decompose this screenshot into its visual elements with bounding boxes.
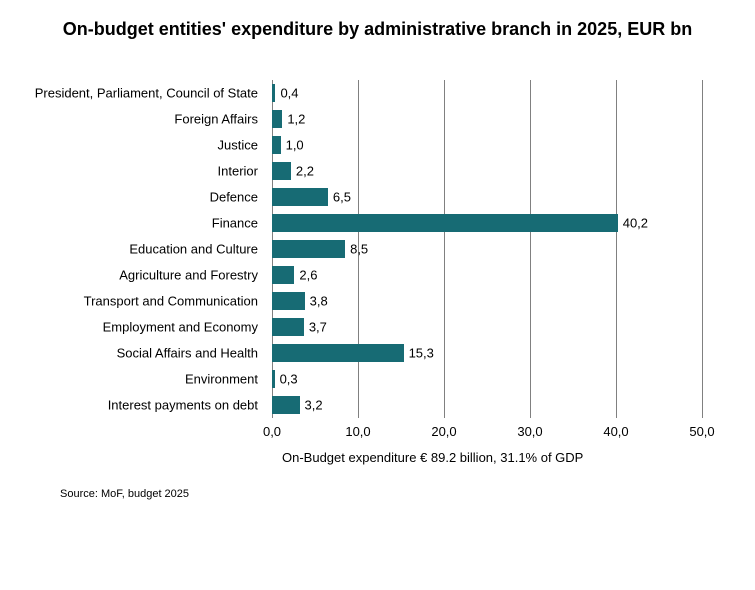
category-label: Environment bbox=[0, 372, 264, 387]
bar bbox=[272, 240, 345, 258]
chart-row: President, Parliament, Council of State 0… bbox=[0, 80, 755, 106]
bar bbox=[272, 292, 305, 310]
category-label: Transport and Communication bbox=[0, 294, 264, 309]
value-label: 0,3 bbox=[280, 372, 298, 387]
bar bbox=[272, 136, 281, 154]
bar bbox=[272, 162, 291, 180]
category-label: Interest payments on debt bbox=[0, 398, 264, 413]
x-tick-label: 50,0 bbox=[689, 424, 714, 439]
chart-title: On-budget entities' expenditure by admin… bbox=[0, 0, 755, 41]
category-label: Social Affairs and Health bbox=[0, 346, 264, 361]
chart-row: Justice 1,0 bbox=[0, 132, 755, 158]
category-label: Education and Culture bbox=[0, 242, 264, 257]
x-tick-label: 20,0 bbox=[431, 424, 456, 439]
bar bbox=[272, 396, 300, 414]
value-label: 6,5 bbox=[333, 190, 351, 205]
bar bbox=[272, 266, 294, 284]
value-label: 1,0 bbox=[286, 138, 304, 153]
chart-row: Social Affairs and Health 15,3 bbox=[0, 340, 755, 366]
category-label: Foreign Affairs bbox=[0, 112, 264, 127]
x-tick-label: 30,0 bbox=[517, 424, 542, 439]
chart-row: Interest payments on debt 3,2 bbox=[0, 392, 755, 418]
chart-row: Finance 40,2 bbox=[0, 210, 755, 236]
value-label: 2,6 bbox=[299, 268, 317, 283]
category-label: Agriculture and Forestry bbox=[0, 268, 264, 283]
value-label: 3,8 bbox=[310, 294, 328, 309]
category-label: Finance bbox=[0, 216, 264, 231]
axis-caption: On-Budget expenditure € 89.2 billion, 31… bbox=[282, 450, 583, 465]
value-label: 3,2 bbox=[305, 398, 323, 413]
chart-row: Education and Culture 8,5 bbox=[0, 236, 755, 262]
chart-row: Defence 6,5 bbox=[0, 184, 755, 210]
bar bbox=[272, 318, 304, 336]
value-label: 40,2 bbox=[623, 216, 648, 231]
bar bbox=[272, 214, 618, 232]
chart-row: Foreign Affairs 1,2 bbox=[0, 106, 755, 132]
chart-row: Transport and Communication 3,8 bbox=[0, 288, 755, 314]
source-note: Source: MoF, budget 2025 bbox=[60, 488, 189, 500]
chart-row: Interior 2,2 bbox=[0, 158, 755, 184]
category-label: Interior bbox=[0, 164, 264, 179]
x-tick-label: 40,0 bbox=[603, 424, 628, 439]
bar bbox=[272, 84, 275, 102]
value-label: 3,7 bbox=[309, 320, 327, 335]
category-label: Employment and Economy bbox=[0, 320, 264, 335]
x-tick-label: 0,0 bbox=[263, 424, 281, 439]
bar bbox=[272, 110, 282, 128]
x-tick-label: 10,0 bbox=[345, 424, 370, 439]
value-label: 1,2 bbox=[287, 112, 305, 127]
value-label: 2,2 bbox=[296, 164, 314, 179]
bar bbox=[272, 188, 328, 206]
value-label: 15,3 bbox=[409, 346, 434, 361]
value-label: 8,5 bbox=[350, 242, 368, 257]
value-label: 0,4 bbox=[280, 86, 298, 101]
chart-row: Environment 0,3 bbox=[0, 366, 755, 392]
bar bbox=[272, 344, 404, 362]
chart-row: Employment and Economy 3,7 bbox=[0, 314, 755, 340]
bar bbox=[272, 370, 275, 388]
category-label: Justice bbox=[0, 138, 264, 153]
category-label: President, Parliament, Council of State bbox=[0, 86, 264, 101]
category-label: Defence bbox=[0, 190, 264, 205]
chart-row: Agriculture and Forestry 2,6 bbox=[0, 262, 755, 288]
